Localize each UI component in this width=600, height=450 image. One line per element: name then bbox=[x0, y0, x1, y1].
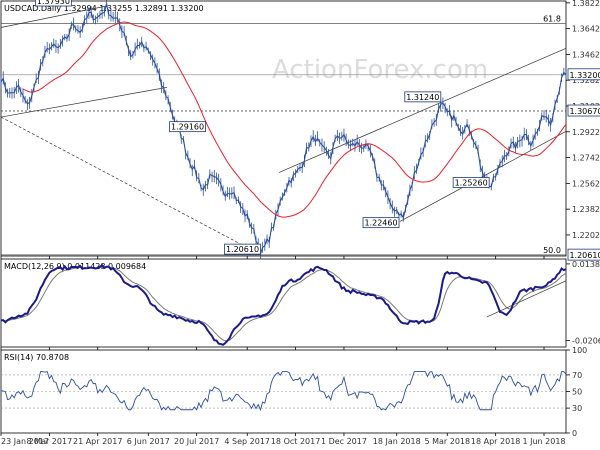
x-tick-label: 8 Mar 2017 bbox=[27, 437, 73, 446]
x-tick-label: 4 Sep 2017 bbox=[224, 437, 270, 446]
annotation-box bbox=[452, 177, 490, 188]
rising-channel-lower bbox=[399, 131, 567, 222]
macd-series bbox=[0, 263, 567, 346]
price-y-tick-label: 1.25620 bbox=[572, 179, 600, 188]
price-annotation-label: 1.29160 bbox=[169, 121, 206, 133]
x-tick-label: 6 Jun 2017 bbox=[127, 437, 170, 446]
rsi-panel-header: RSI(14) 70.8708 bbox=[4, 353, 69, 362]
rsi-series bbox=[0, 371, 567, 412]
price-annotation-label: 1.22460 bbox=[362, 217, 400, 229]
lower-trendline-2017 bbox=[0, 87, 168, 118]
x-tick-label: 1 Dec 2017 bbox=[321, 437, 367, 446]
price-y-tick-label: 1.29220 bbox=[572, 128, 600, 137]
price-y-tick-label: 1.38220 bbox=[572, 0, 600, 8]
price-panel-header: USDCAD.Daily 1.32994 1.33255 1.32891 1.3… bbox=[4, 4, 204, 13]
axis-box-text: 1.20610 bbox=[569, 251, 600, 260]
rsi-y-tick-label: 100 bbox=[572, 346, 587, 355]
moving-average-line bbox=[22, 21, 567, 218]
annotation-text: 1.22460 bbox=[364, 219, 397, 228]
macd-panel-frame bbox=[0, 258, 567, 348]
axis-box bbox=[567, 68, 600, 81]
x-tick-label: 20 Jul 2017 bbox=[174, 437, 219, 446]
annotation-box bbox=[35, 0, 72, 7]
macd-y-tick-label: -0.020648 bbox=[572, 337, 600, 346]
fib-level-label: 50.0 bbox=[543, 246, 561, 255]
moving-average-series bbox=[22, 21, 567, 218]
x-tick-label: 21 Apr 2017 bbox=[73, 437, 122, 446]
annotation-box bbox=[404, 91, 442, 103]
price-annotation-label: 1.25260 bbox=[452, 177, 490, 188]
annotation-box bbox=[362, 217, 400, 229]
price-y-tick-label: 1.32820 bbox=[572, 76, 600, 85]
macd-y-tick-label: 0.013802 bbox=[572, 260, 600, 269]
price-annotation-label: 1.31240 bbox=[404, 91, 442, 103]
fib-level-label: 61.8 bbox=[543, 14, 561, 23]
axis-box-text: 1.30670 bbox=[569, 107, 600, 116]
macd-line bbox=[0, 263, 567, 346]
price-y-tick-label: 1.34620 bbox=[572, 50, 600, 59]
rsi-panel: RSI(14) 70.8708 100 70 50 30 0 bbox=[0, 346, 587, 438]
x-tick-label: 18 Apr 2018 bbox=[471, 437, 520, 446]
annotation-text: 1.20610 bbox=[226, 245, 259, 254]
price-annotation-label: 1.37930 bbox=[35, 0, 72, 7]
annotation-text: 1.29160 bbox=[171, 123, 204, 132]
price-y-tick-label: 1.22020 bbox=[572, 231, 600, 240]
rsi-y-tick-label: 0 bbox=[572, 429, 577, 438]
rsi-line bbox=[0, 371, 567, 412]
rsi-y-tick-label: 50 bbox=[572, 388, 582, 397]
rsi-y-tick-label: 70 bbox=[572, 371, 582, 380]
x-tick-label: 18 Jan 2018 bbox=[373, 437, 421, 446]
macd-panel: MACD(12,26,9) 0.011428 0.009684 0.013802… bbox=[0, 258, 600, 348]
price-y-axis: 1.382201.364201.346201.328201.310201.292… bbox=[566, 0, 600, 240]
low-axis-label: 1.20610 bbox=[567, 248, 600, 261]
annotation-text: 1.25260 bbox=[455, 179, 488, 188]
annotation-text: 1.31240 bbox=[406, 93, 439, 102]
annotation-box bbox=[169, 121, 206, 133]
support-axis-label: 1.30670 bbox=[567, 104, 600, 117]
price-panel: USDCAD.Daily 1.32994 1.33255 1.32891 1.3… bbox=[0, 0, 600, 261]
x-tick-label: 23 Jan 2017 bbox=[1, 437, 49, 446]
annotation-text: 1.37930 bbox=[37, 0, 70, 6]
x-tick-label: 5 Mar 2018 bbox=[424, 437, 470, 446]
rsi-y-axis: 100 70 50 30 0 bbox=[566, 346, 587, 438]
price-panel-frame bbox=[0, 0, 567, 257]
axis-box-text: 1.33200 bbox=[569, 71, 600, 80]
price-y-tick-label: 1.27420 bbox=[572, 154, 600, 163]
x-tick-label: 1 Jun 2018 bbox=[522, 437, 565, 446]
axis-box bbox=[567, 104, 600, 117]
watermark-text: ActionForex.com bbox=[272, 55, 488, 85]
current-price-axis-label: 1.33200 bbox=[567, 68, 600, 81]
price-annotation-label: 1.20610 bbox=[224, 243, 261, 255]
macd-y-axis: 0.013802 -0.020648 bbox=[566, 260, 600, 346]
price-y-tick-label: 1.23820 bbox=[572, 205, 600, 214]
rsi-y-tick-label: 30 bbox=[572, 404, 582, 413]
falling-dashed-trendline bbox=[0, 116, 262, 256]
axis-box bbox=[567, 248, 600, 261]
price-annotations: 1.37930 1.29160 1.20610 1.31240 1.25260 1.224… bbox=[35, 0, 600, 261]
macd-trendline bbox=[486, 280, 567, 318]
x-tick-label: 18 Oct 2017 bbox=[271, 437, 320, 446]
annotation-box bbox=[224, 243, 261, 255]
price-y-tick-label: 1.36420 bbox=[572, 25, 600, 34]
